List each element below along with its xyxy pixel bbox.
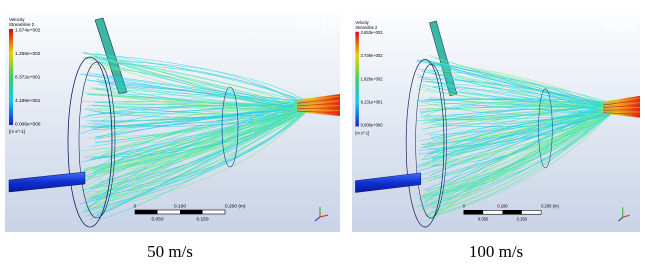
scale-label: 0 <box>134 203 137 209</box>
legend-label: 4.186e+001 <box>15 98 41 104</box>
legend-label: 3.653e+002 <box>361 30 383 35</box>
scale-bar-seg <box>464 210 483 214</box>
legend-label: 0.000e+000 <box>361 122 383 127</box>
scale-label: 0.200 (m) <box>541 203 559 208</box>
figure: VelocityStreamline 21.674e+0021.256e+002… <box>0 0 645 264</box>
caption: 100 m/s <box>469 242 523 261</box>
scale-label: 0.100 <box>497 203 508 208</box>
legend-label: 1.256e+002 <box>15 51 41 57</box>
logo: ANSYS <box>603 21 636 33</box>
scale-label: 0.050 <box>151 216 163 222</box>
legend-label: 1.674e+002 <box>15 27 41 33</box>
legend-label: 8.372e+001 <box>15 74 41 80</box>
legend-unit: [m s^-1] <box>355 130 369 135</box>
outlet-streak <box>297 108 340 109</box>
legend-label: 2.739e+002 <box>361 53 383 58</box>
legend-unit: [m s^-1] <box>9 129 25 134</box>
logo: ANSYS <box>297 18 335 30</box>
cfd-image: VelocityStreamline 23.653e+0022.739e+002… <box>352 15 640 232</box>
version: R15.0 <box>320 31 335 37</box>
legend-label: 9.131e+001 <box>361 99 383 104</box>
caption: 50 m/s <box>147 242 193 261</box>
legend-label: 1.826e+002 <box>361 76 383 81</box>
scale-label: 0.200 (m) <box>225 203 246 209</box>
legend-label: 0.000e+000 <box>15 121 41 127</box>
scale-label: 0.050 <box>478 216 489 221</box>
legend-subtitle: Streamline 2 <box>9 22 35 27</box>
colorbar <box>355 32 358 127</box>
scale-label: 0.150 <box>196 216 208 222</box>
scale-bar-seg <box>180 210 203 214</box>
colorbar <box>9 29 13 125</box>
scale-label: 0.100 <box>174 203 186 209</box>
scale-label: 0.150 <box>517 216 528 221</box>
scale-bar-seg <box>502 210 521 214</box>
scale-bar-seg <box>135 210 158 214</box>
